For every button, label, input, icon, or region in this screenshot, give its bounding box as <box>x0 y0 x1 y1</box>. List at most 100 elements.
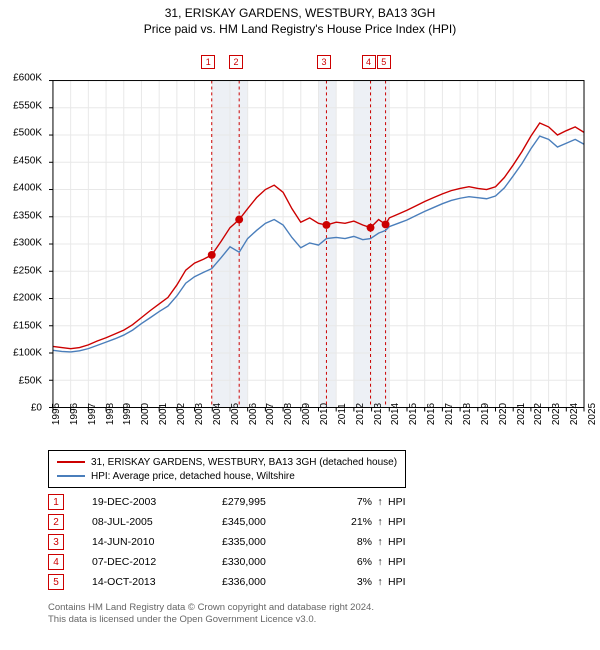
x-tick-label: 2021 <box>516 403 527 425</box>
sale-date: 07-DEC-2012 <box>92 556 222 568</box>
x-tick-label: 2005 <box>230 403 241 425</box>
up-arrow-icon: ↑ <box>372 516 388 528</box>
x-tick-label: 2017 <box>444 403 455 425</box>
x-tick-label: 2008 <box>283 403 294 425</box>
sales-row: 3 14-JUN-2010£335,0008%↑HPI <box>48 532 406 552</box>
x-tick-label: 2003 <box>194 403 205 425</box>
sale-against: HPI <box>388 576 406 588</box>
x-tick-label: 2022 <box>533 403 544 425</box>
sales-row: 208-JUL-2005£345,00021%↑HPI <box>48 512 406 532</box>
chart-badge-3: 3 <box>317 55 331 69</box>
sale-against: HPI <box>388 536 406 548</box>
sale-badge: 1 <box>48 494 64 510</box>
y-tick-label: £400K <box>0 183 42 194</box>
footer-line-1: Contains HM Land Registry data © Crown c… <box>48 602 374 614</box>
x-tick-label: 1995 <box>51 403 62 425</box>
sale-price: £345,000 <box>222 516 332 528</box>
y-tick-label: £200K <box>0 293 42 304</box>
x-tick-label: 2024 <box>569 403 580 425</box>
x-axis: 1995199619971998199920002001200220032004… <box>48 412 584 448</box>
x-tick-label: 2015 <box>408 403 419 425</box>
chart-badge-1: 1 <box>201 55 215 69</box>
chart-title: 31, ERISKAY GARDENS, WESTBURY, BA13 3GH <box>0 0 600 20</box>
up-arrow-icon: ↑ <box>372 576 388 588</box>
sale-against: HPI <box>388 496 406 508</box>
legend-swatch <box>57 461 85 463</box>
chart-svg <box>48 78 585 414</box>
footer: Contains HM Land Registry data © Crown c… <box>48 602 374 627</box>
sale-pct: 7% <box>332 496 372 508</box>
x-tick-label: 2016 <box>426 403 437 425</box>
x-tick-label: 1998 <box>105 403 116 425</box>
legend-label: HPI: Average price, detached house, Wilt… <box>91 471 295 482</box>
x-tick-label: 1999 <box>122 403 133 425</box>
x-tick-label: 2009 <box>301 403 312 425</box>
chart-badge-5: 5 <box>377 55 391 69</box>
sale-badge: 2 <box>48 514 64 530</box>
y-tick-label: £350K <box>0 210 42 221</box>
y-tick-label: £100K <box>0 348 42 359</box>
sale-price: £335,000 <box>222 536 332 548</box>
sales-table: 119-DEC-2003£279,9957%↑HPI208-JUL-2005£3… <box>48 492 406 592</box>
sale-pct: 3% <box>332 576 372 588</box>
chart-badge-2: 2 <box>229 55 243 69</box>
y-tick-label: £150K <box>0 320 42 331</box>
legend: 31, ERISKAY GARDENS, WESTBURY, BA13 3GH … <box>48 450 406 488</box>
y-tick-label: £300K <box>0 238 42 249</box>
up-arrow-icon: ↑ <box>372 536 388 548</box>
sales-row: 407-DEC-2012£330,0006%↑HPI <box>48 552 406 572</box>
y-tick-label: £250K <box>0 265 42 276</box>
up-arrow-icon: ↑ <box>372 496 388 508</box>
x-tick-label: 2002 <box>176 403 187 425</box>
sale-price: £330,000 <box>222 556 332 568</box>
x-tick-label: 2014 <box>390 403 401 425</box>
sale-date: 08-JUL-2005 <box>92 516 222 528</box>
chart-subtitle: Price paid vs. HM Land Registry's House … <box>0 20 600 36</box>
x-tick-label: 2019 <box>480 403 491 425</box>
sale-badge: 4 <box>48 554 64 570</box>
sale-against: HPI <box>388 516 406 528</box>
sale-date: 14-JUN-2010 <box>92 536 222 548</box>
sale-pct: 8% <box>332 536 372 548</box>
x-tick-label: 2020 <box>498 403 509 425</box>
x-tick-label: 2001 <box>158 403 169 425</box>
y-tick-label: £50K <box>0 375 42 386</box>
y-axis: £0£50K£100K£150K£200K£250K£300K£350K£400… <box>0 72 44 408</box>
y-tick-label: £500K <box>0 128 42 139</box>
legend-swatch <box>57 475 85 477</box>
legend-item: HPI: Average price, detached house, Wilt… <box>57 469 397 483</box>
sale-against: HPI <box>388 556 406 568</box>
y-tick-label: £450K <box>0 155 42 166</box>
legend-item: 31, ERISKAY GARDENS, WESTBURY, BA13 3GH … <box>57 455 397 469</box>
chart-plot-area: 12345 <box>48 78 584 408</box>
y-tick-label: £550K <box>0 100 42 111</box>
x-tick-label: 2007 <box>265 403 276 425</box>
x-tick-label: 1996 <box>69 403 80 425</box>
x-tick-label: 2010 <box>319 403 330 425</box>
chart-container: 31, ERISKAY GARDENS, WESTBURY, BA13 3GH … <box>0 0 600 650</box>
footer-line-2: This data is licensed under the Open Gov… <box>48 614 374 626</box>
x-tick-label: 2004 <box>212 403 223 425</box>
sale-badge: 3 <box>48 534 64 550</box>
sale-date: 19-DEC-2003 <box>92 496 222 508</box>
x-tick-label: 2012 <box>355 403 366 425</box>
y-tick-label: £0 <box>0 403 42 414</box>
sale-date: 14-OCT-2013 <box>92 576 222 588</box>
up-arrow-icon: ↑ <box>372 556 388 568</box>
x-tick-label: 2023 <box>551 403 562 425</box>
x-tick-label: 2011 <box>337 403 348 425</box>
x-tick-label: 2006 <box>248 403 259 425</box>
x-tick-label: 2018 <box>462 403 473 425</box>
x-tick-label: 2000 <box>140 403 151 425</box>
x-tick-label: 2025 <box>587 403 598 425</box>
sale-price: £279,995 <box>222 496 332 508</box>
x-tick-label: 2013 <box>373 403 384 425</box>
sales-row: 5 14-OCT-2013£336,0003%↑HPI <box>48 572 406 592</box>
sale-badge: 5 <box>48 574 64 590</box>
chart-badge-4: 4 <box>362 55 376 69</box>
x-tick-label: 1997 <box>87 403 98 425</box>
sales-row: 1 19-DEC-2003£279,9957%↑HPI <box>48 492 406 512</box>
legend-label: 31, ERISKAY GARDENS, WESTBURY, BA13 3GH … <box>91 457 397 468</box>
sale-price: £336,000 <box>222 576 332 588</box>
y-tick-label: £600K <box>0 73 42 84</box>
